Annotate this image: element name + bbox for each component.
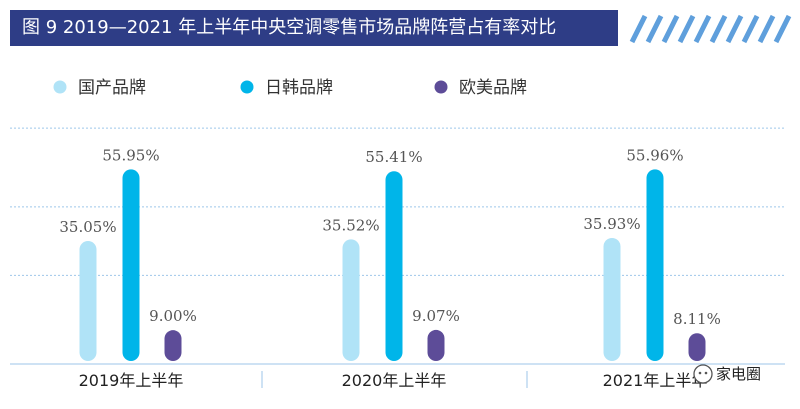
value-label-1-3: 9.00% — [149, 307, 197, 325]
bar-3-1 — [603, 237, 621, 361]
bar-2-2 — [385, 171, 403, 361]
value-label-3-1: 35.93% — [583, 215, 640, 233]
wechat-icon-eye-right — [704, 371, 708, 375]
decorative-stripes — [629, 14, 792, 44]
stripe-7 — [725, 14, 744, 44]
category-label-3: 2021年上半年 — [603, 371, 708, 390]
value-label-3-2: 55.96% — [626, 146, 683, 164]
stripe-4 — [677, 14, 696, 44]
stripe-10 — [773, 14, 792, 44]
value-label-3-3: 8.11% — [673, 310, 721, 328]
legend-marker-3 — [434, 80, 448, 94]
value-label-1-1: 35.05% — [59, 218, 116, 236]
stripe-2 — [645, 14, 664, 44]
stripe-6 — [709, 14, 728, 44]
wechat-icon-eye-left — [698, 371, 702, 375]
wechat-icon — [693, 364, 713, 384]
watermark-text: 家电圈 — [716, 365, 761, 383]
legend-label-3: 欧美品牌 — [459, 78, 527, 98]
category-label-2: 2020年上半年 — [342, 371, 447, 390]
bar-1-2 — [122, 169, 140, 361]
bar-3-3 — [688, 333, 706, 361]
stripe-8 — [741, 14, 760, 44]
value-label-2-1: 35.52% — [322, 216, 379, 234]
legend-marker-1 — [53, 80, 67, 94]
bar-1-3 — [164, 330, 182, 361]
bar-2-1 — [342, 239, 360, 361]
value-label-2-3: 9.07% — [412, 307, 460, 325]
stripe-5 — [693, 14, 712, 44]
legend-label-1: 国产品牌 — [78, 78, 146, 98]
legend-marker-2 — [240, 80, 254, 94]
bar-1-1 — [79, 240, 97, 361]
stripe-9 — [757, 14, 776, 44]
stripe-3 — [661, 14, 680, 44]
stripe-1 — [629, 14, 648, 44]
bar-2-3 — [427, 329, 445, 361]
category-label-1: 2019年上半年 — [79, 371, 184, 390]
bar-3-2 — [646, 169, 664, 361]
legend-label-2: 日韩品牌 — [265, 78, 333, 98]
value-label-2-2: 55.41% — [365, 148, 422, 166]
value-label-1-2: 55.95% — [102, 146, 159, 164]
figure-title: 图 9 2019—2021 年上半年中央空调零售市场品牌阵营占有率对比 — [10, 10, 618, 46]
